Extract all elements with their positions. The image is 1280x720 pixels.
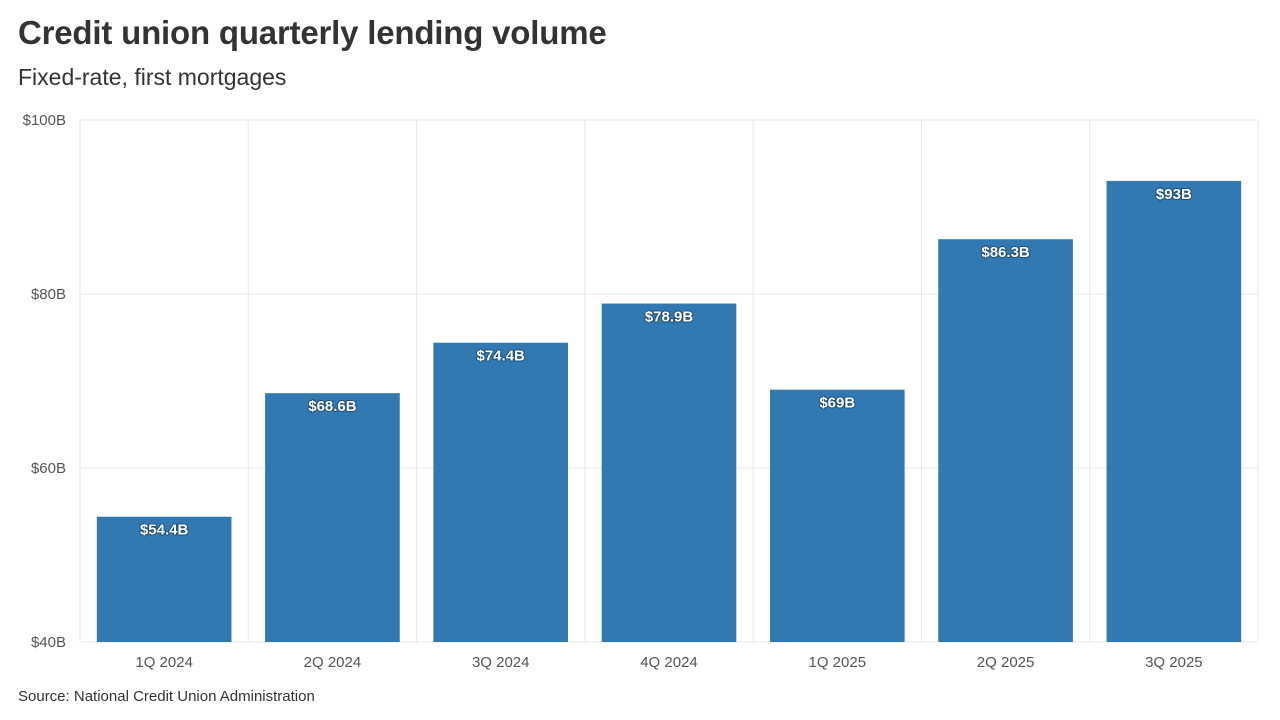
x-tick-label: 2Q 2024 — [304, 654, 362, 671]
y-tick-label: $100B — [23, 112, 66, 129]
y-tick-label: $80B — [31, 286, 66, 303]
bar-value-label: $54.4B — [140, 522, 189, 539]
source-note: Source: National Credit Union Administra… — [18, 688, 315, 705]
bar — [1106, 180, 1242, 642]
x-tick-label: 3Q 2025 — [1145, 654, 1203, 671]
x-tick-label: 1Q 2025 — [809, 654, 867, 671]
y-tick-label: $60B — [31, 460, 66, 477]
bar-value-label: $86.3B — [981, 244, 1030, 261]
bar-value-label: $69B — [819, 395, 855, 412]
bar — [96, 516, 232, 642]
bar-value-label: $74.4B — [477, 348, 526, 365]
bar-value-label: $78.9B — [645, 309, 694, 326]
bar — [769, 389, 905, 642]
bar-value-label: $68.6B — [308, 398, 357, 415]
x-tick-label: 2Q 2025 — [977, 654, 1035, 671]
x-tick-label: 3Q 2024 — [472, 654, 530, 671]
bar-value-label: $93B — [1156, 186, 1192, 203]
chart-subtitle: Fixed-rate, first mortgages — [18, 64, 287, 90]
bar — [938, 239, 1073, 642]
x-tick-label: 4Q 2024 — [640, 654, 698, 671]
y-tick-label: $40B — [31, 634, 66, 651]
bar — [433, 342, 569, 642]
bar — [265, 393, 400, 642]
bar — [601, 303, 737, 642]
chart-title: Credit union quarterly lending volume — [18, 14, 607, 51]
x-tick-label: 1Q 2024 — [135, 654, 193, 671]
